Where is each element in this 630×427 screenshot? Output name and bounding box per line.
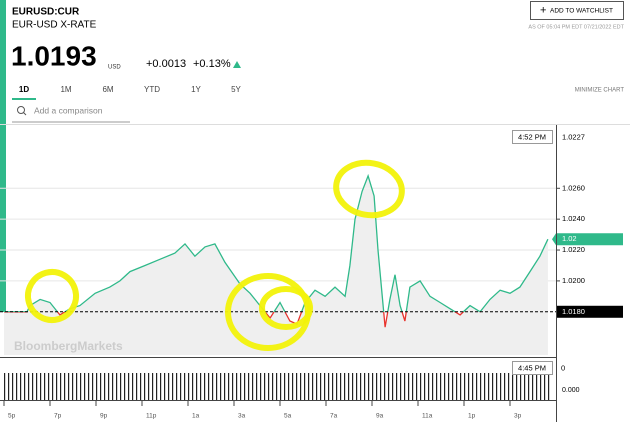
x-tick-label: 3p <box>514 413 522 420</box>
volume-bars <box>4 373 552 400</box>
last-price-tag <box>552 233 623 246</box>
highlight-circle <box>333 159 405 219</box>
range-tab[interactable]: 6M <box>102 85 113 94</box>
last-price-label: 1.02 <box>562 234 577 243</box>
x-tick-label: 11p <box>146 413 157 420</box>
x-tick-label: 3a <box>238 413 246 420</box>
previous-close-label: 1.0180 <box>562 307 585 316</box>
previous-close-tag <box>556 305 623 318</box>
volume-time: 4:45 PM <box>518 363 546 372</box>
symbol: EURUSD:CUR <box>12 7 80 18</box>
volume-axis-label: 0.000 <box>562 387 580 394</box>
minimize-chart[interactable]: MINIMIZE CHART <box>575 88 625 94</box>
as-of: AS OF 05:04 PM EDT 07/21/2022 EDT <box>528 24 624 30</box>
price: 1.0193 <box>11 40 97 71</box>
range-tab[interactable]: YTD <box>144 85 160 94</box>
currency: USD <box>108 65 121 71</box>
accent-bar <box>0 0 6 312</box>
highlight-circle <box>259 286 313 330</box>
cursor-time: 4:52 PM <box>518 132 546 141</box>
x-tick-label: 7p <box>54 413 62 420</box>
range-tab[interactable]: 5Y <box>231 85 241 94</box>
x-tick-label: 11a <box>422 413 433 420</box>
search-icon-handle <box>23 112 27 116</box>
highlight-annotations <box>25 159 405 351</box>
range-tab[interactable]: 1Y <box>191 85 201 94</box>
price-area <box>4 175 548 355</box>
x-tick-label: 9p <box>100 413 108 420</box>
x-tick-label: 1a <box>192 413 200 420</box>
plot: 1.0260 1.0240 1.0220 1.0200 5p 7p 9p 11p 1a 3a 5a 7… <box>0 173 623 420</box>
x-tick-label: 7a <box>330 413 338 420</box>
search-icon <box>17 106 25 114</box>
cursor-value: 1.0227 <box>562 132 585 141</box>
watchlist-button[interactable]: + ADD TO WATCHLIST <box>530 1 624 20</box>
change-percent: +0.13% <box>193 58 231 70</box>
range-tab[interactable]: 1D <box>19 85 29 94</box>
search-placeholder: Add a comparison <box>34 105 103 115</box>
watermark: BloombergMarkets <box>14 339 123 353</box>
y-tick-label: 1.0200 <box>562 276 585 285</box>
instrument-name: EUR-USD X-RATE <box>12 20 97 31</box>
range-tab[interactable]: 1M <box>60 85 71 94</box>
volume-value: 0 <box>561 363 565 372</box>
x-tick-label: 1p <box>468 413 476 420</box>
x-tick-label: 9a <box>376 413 384 420</box>
button-label: ADD TO WATCHLIST <box>550 8 613 15</box>
y-tick-label: 1.0220 <box>562 245 585 254</box>
button-frame <box>530 1 624 20</box>
comparison-search[interactable]: Add a comparison <box>12 105 130 123</box>
up-arrow <box>233 61 241 68</box>
cursor-time-box <box>512 130 553 144</box>
range-tabs: 1D 1M 6M YTD 1Y 5Y <box>19 85 242 94</box>
volume-time-box <box>512 361 553 375</box>
plus-icon: + <box>540 4 546 16</box>
change: +0.0013 <box>146 58 186 70</box>
y-tick-label: 1.0260 <box>562 183 585 192</box>
y-tick-label: 1.0240 <box>562 214 585 223</box>
x-tick-label: 5p <box>8 413 16 420</box>
x-tick-label: 5a <box>284 413 292 420</box>
highlight-circle <box>25 269 79 323</box>
